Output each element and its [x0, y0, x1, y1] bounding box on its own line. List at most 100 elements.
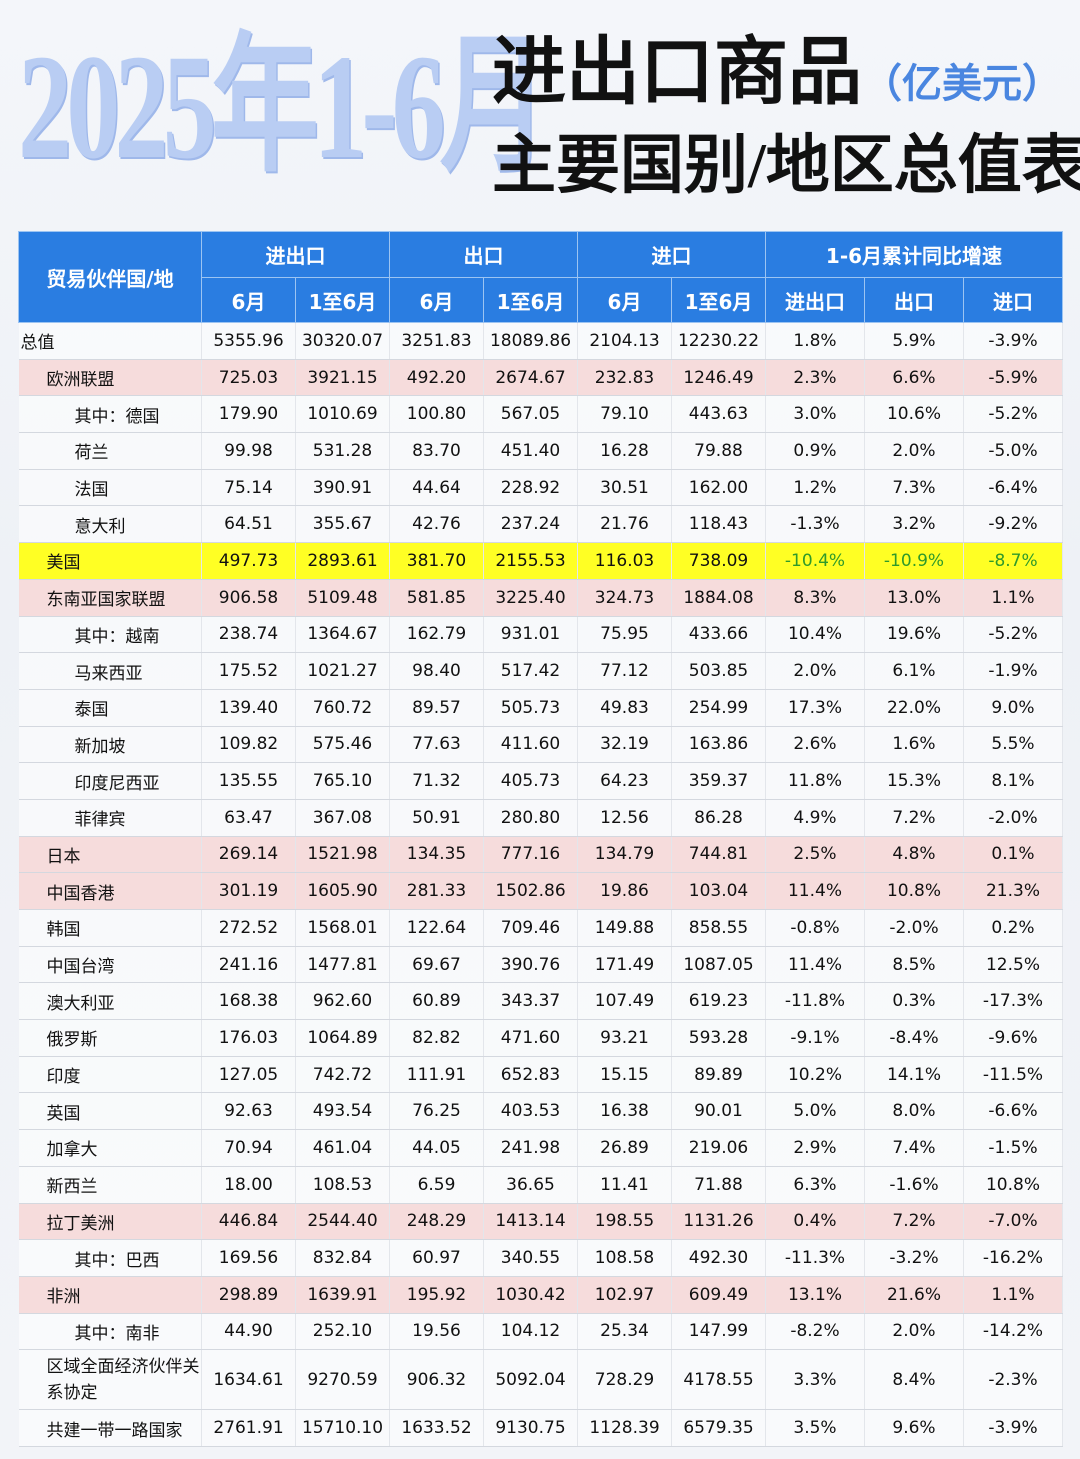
value-cell: 98.40 — [389, 652, 484, 690]
value-cell: 728.29 — [577, 1349, 672, 1411]
growth-cell: 14.1% — [864, 1056, 964, 1094]
value-cell: 71.88 — [671, 1166, 766, 1204]
value-cell: 44.90 — [201, 1313, 296, 1351]
value-cell: 32.19 — [577, 726, 672, 764]
growth-cell: -3.9% — [963, 322, 1063, 360]
value-cell: 162.79 — [389, 616, 484, 654]
growth-cell: 8.0% — [864, 1092, 964, 1131]
value-cell: 102.97 — [577, 1276, 672, 1314]
growth-cell: -3.9% — [963, 1409, 1063, 1447]
value-cell: 12.56 — [577, 799, 672, 837]
growth-cell: 4.9% — [765, 799, 865, 837]
partner-name: 总值 — [18, 322, 202, 360]
table-row: 新西兰 18.00 108.53 6.59 36.65 11.41 71.88 6.3% -1.… — [18, 1166, 1063, 1204]
value-cell: 135.55 — [201, 762, 296, 800]
value-cell: 355.67 — [295, 505, 390, 544]
growth-cell: 0.3% — [864, 982, 964, 1021]
value-cell: 71.32 — [389, 762, 484, 800]
value-cell: 9130.75 — [483, 1409, 578, 1447]
growth-cell: 5.9% — [864, 322, 964, 360]
partner-name: 韩国 — [18, 909, 202, 947]
growth-cell: 3.2% — [864, 505, 964, 544]
growth-cell: 15.3% — [864, 762, 964, 800]
growth-cell: 10.8% — [864, 872, 964, 910]
growth-cell: 1.6% — [864, 726, 964, 764]
partner-name: 欧洲联盟 — [18, 359, 202, 397]
table-row: 其中：巴西 169.56 832.84 60.97 340.55 108.58 492.30… — [18, 1239, 1063, 1277]
value-cell: 5355.96 — [201, 322, 296, 360]
value-cell: 70.94 — [201, 1129, 296, 1167]
value-cell: 381.70 — [389, 542, 484, 580]
growth-cell: 1.2% — [765, 469, 865, 507]
growth-cell: 17.3% — [765, 689, 865, 727]
value-cell: 107.49 — [577, 982, 672, 1021]
growth-cell: -7.0% — [963, 1203, 1063, 1241]
value-cell: 134.35 — [389, 836, 484, 874]
sub-header: 1至6月 — [483, 277, 578, 323]
value-cell: 63.47 — [201, 799, 296, 837]
value-cell: 64.23 — [577, 762, 672, 800]
value-cell: 609.49 — [671, 1276, 766, 1314]
value-cell: 343.37 — [483, 982, 578, 1021]
growth-cell: 6.6% — [864, 359, 964, 397]
value-cell: 517.42 — [483, 652, 578, 690]
value-cell: 6.59 — [389, 1166, 484, 1204]
partner-name: 印度 — [18, 1056, 202, 1094]
table-row: 泰国 139.40 760.72 89.57 505.73 49.83 254.99 17.3… — [18, 689, 1063, 727]
value-cell: 15710.10 — [295, 1409, 390, 1447]
value-cell: 248.29 — [389, 1203, 484, 1241]
partner-name: 加拿大 — [18, 1129, 202, 1167]
value-cell: 298.89 — [201, 1276, 296, 1314]
partner-name: 泰国 — [18, 689, 202, 727]
growth-cell: 7.2% — [864, 799, 964, 837]
value-cell: 104.12 — [483, 1313, 578, 1351]
page-header: 2025年1-6月 进出口商品（亿美元） 主要国别/地区总值表 — [0, 0, 1080, 228]
value-cell: 134.79 — [577, 836, 672, 874]
value-cell: 906.32 — [389, 1349, 484, 1411]
value-cell: 503.85 — [671, 652, 766, 690]
value-cell: 15.15 — [577, 1056, 672, 1094]
growth-cell: 2.6% — [765, 726, 865, 764]
growth-cell: -5.2% — [963, 395, 1063, 434]
partner-name: 其中：巴西 — [18, 1239, 202, 1277]
value-cell: 99.98 — [201, 432, 296, 470]
growth-cell: 0.1% — [963, 836, 1063, 874]
growth-cell: 5.5% — [963, 726, 1063, 764]
value-cell: 79.10 — [577, 395, 672, 434]
value-cell: 109.82 — [201, 726, 296, 764]
year-title: 2025年1-6月 — [18, 24, 548, 190]
growth-cell: 11.4% — [765, 946, 865, 984]
group-header-import: 进口 — [577, 231, 766, 278]
growth-cell: 8.5% — [864, 946, 964, 984]
table-row: 非洲 298.89 1639.91 195.92 1030.42 102.97 609.49… — [18, 1276, 1063, 1314]
value-cell: 5109.48 — [295, 579, 390, 617]
value-cell: 50.91 — [389, 799, 484, 837]
value-cell: 1064.89 — [295, 1019, 390, 1057]
value-cell: 403.53 — [483, 1092, 578, 1131]
value-cell: 21.76 — [577, 505, 672, 544]
growth-cell: -8.2% — [765, 1313, 865, 1351]
growth-cell: -2.0% — [864, 909, 964, 947]
value-cell: 581.85 — [389, 579, 484, 617]
value-cell: 359.37 — [671, 762, 766, 800]
growth-cell: -17.3% — [963, 982, 1063, 1021]
table-row: 马来西亚 175.52 1021.27 98.40 517.42 77.12 503.85 2… — [18, 652, 1063, 690]
growth-cell: -11.3% — [765, 1239, 865, 1277]
sub-header: 进出口 — [765, 277, 865, 323]
group-header-growth: 1-6月累计同比增速 — [765, 231, 1063, 278]
value-cell: 169.56 — [201, 1239, 296, 1277]
growth-cell: -1.6% — [864, 1166, 964, 1204]
value-cell: 122.64 — [389, 909, 484, 947]
value-cell: 652.83 — [483, 1056, 578, 1094]
value-cell: 962.60 — [295, 982, 390, 1021]
value-cell: 2674.67 — [483, 359, 578, 397]
value-cell: 9270.59 — [295, 1349, 390, 1411]
value-cell: 100.80 — [389, 395, 484, 434]
partner-name: 拉丁美洲 — [18, 1203, 202, 1241]
growth-cell: 8.1% — [963, 762, 1063, 800]
table-row: 其中：南非 44.90 252.10 19.56 104.12 25.34 147.99 -8… — [18, 1313, 1063, 1351]
sub-header: 1至6月 — [295, 277, 390, 323]
value-cell: 254.99 — [671, 689, 766, 727]
sub-header: 6月 — [577, 277, 672, 323]
growth-cell: 11.4% — [765, 872, 865, 910]
